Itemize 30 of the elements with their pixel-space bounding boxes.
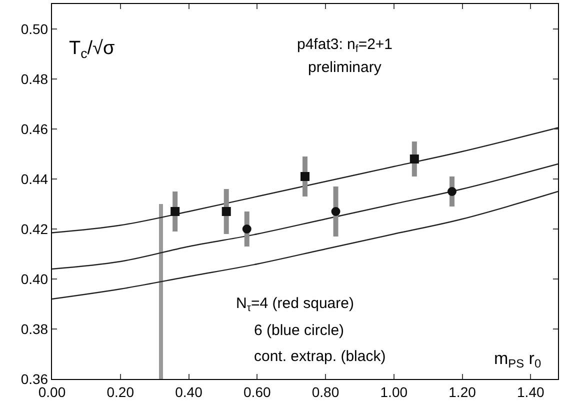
y-tick-label: 0.48 — [20, 70, 48, 87]
y-tick-label: 0.46 — [20, 120, 48, 137]
x-tick-label: 0.80 — [312, 384, 340, 400]
x-tick-label: 0.40 — [175, 384, 203, 400]
x-tick-label: 1.40 — [517, 384, 544, 400]
point — [170, 207, 180, 216]
point — [242, 224, 252, 234]
annotation: 6 (blue circle) — [254, 322, 344, 339]
y-tick-label: 0.44 — [20, 170, 48, 187]
x-tick-label: 1.00 — [380, 384, 408, 400]
annotation: cont. extrap. (black) — [254, 348, 386, 365]
line-series — [52, 127, 558, 234]
y-axis-title: T$_{c}$/√σ — [69, 38, 115, 61]
annotation: p4fat3: n$_{f}$=2+1 — [297, 36, 393, 56]
y-tick-label: 0.42 — [20, 220, 48, 237]
point — [300, 172, 310, 181]
annotation: N$_{τ}$=4 (red square) — [236, 295, 354, 314]
point — [331, 207, 340, 216]
y-tick-label: 0.40 — [20, 270, 48, 287]
annotation: preliminary — [308, 59, 382, 76]
x-tick-label: 0.20 — [106, 384, 134, 400]
x-axis-title: m$_{PS}$ r$_{0}$ — [494, 349, 542, 371]
point — [448, 187, 457, 196]
x-tick-label: 0.60 — [244, 384, 271, 400]
y-tick-label: 0.38 — [20, 320, 48, 337]
y-tick-label: 0.50 — [20, 20, 48, 37]
line-series — [52, 163, 558, 270]
point — [222, 207, 231, 216]
point — [410, 154, 419, 164]
x-tick-label: 1.20 — [448, 384, 476, 400]
